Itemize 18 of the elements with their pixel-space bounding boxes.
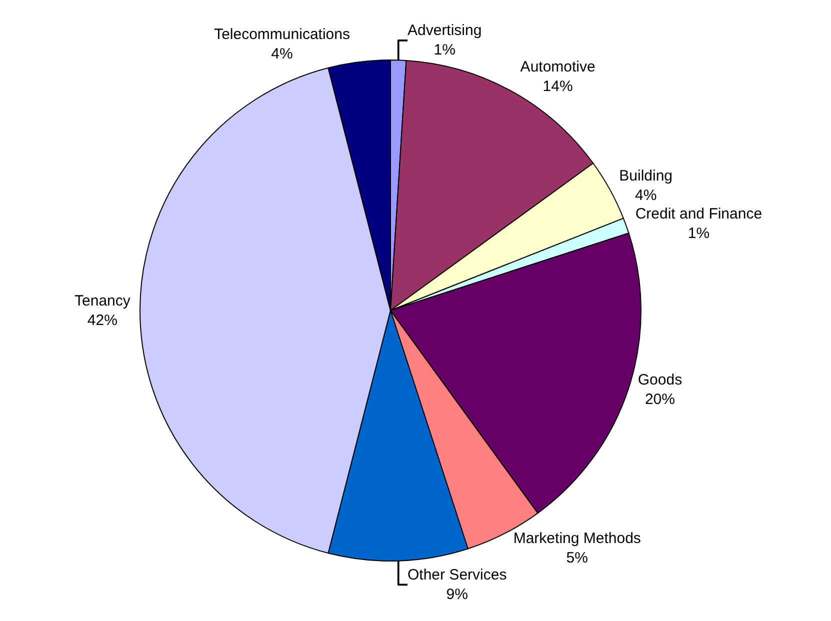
data-label: 4% xyxy=(634,186,657,204)
data-label: 1% xyxy=(434,42,456,59)
data-label: 1% xyxy=(688,224,710,242)
data-label: 14% xyxy=(542,78,573,96)
slice-label: Marketing Methods xyxy=(513,530,641,547)
slice-label: Goods xyxy=(638,371,682,388)
slice-label: Credit and Finance xyxy=(635,205,762,222)
data-label: 4% xyxy=(271,45,293,62)
slice-label: Building xyxy=(619,167,673,184)
slice-label: Other Services xyxy=(407,566,507,584)
data-label: 20% xyxy=(644,390,675,408)
slice-label: Automotive xyxy=(520,58,596,76)
slice-label: Advertising xyxy=(407,22,482,40)
slice-label: Tenancy xyxy=(74,292,131,310)
data-label: 5% xyxy=(566,549,588,566)
slice-label: Telecommunications xyxy=(214,26,350,43)
data-label: 9% xyxy=(446,586,468,603)
data-label: 42% xyxy=(87,312,118,329)
